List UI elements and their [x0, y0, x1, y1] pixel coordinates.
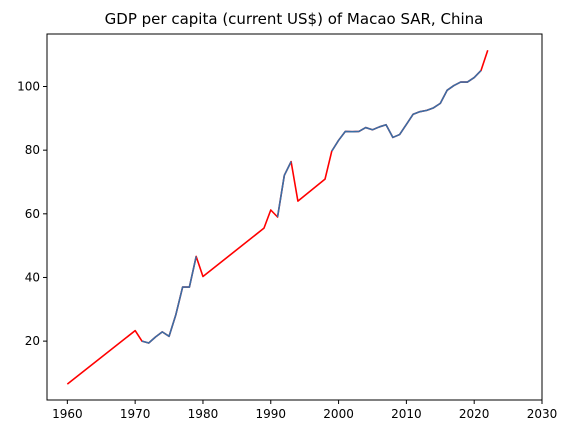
y-tick-label: 80 [25, 143, 40, 157]
y-tick-label: 40 [25, 270, 40, 284]
x-tick-label: 2000 [323, 407, 354, 421]
series-layer [66, 49, 489, 385]
plot-frame [46, 33, 543, 401]
x-tick-label: 2010 [391, 407, 422, 421]
series-line-3 [331, 70, 482, 152]
x-tick-label: 1960 [52, 407, 83, 421]
x-tick-label: 2030 [527, 407, 558, 421]
series-line-1 [141, 256, 197, 344]
x-tick-label: 2020 [459, 407, 490, 421]
y-tick-label: 60 [25, 207, 40, 221]
x-axis-ticks: 1960 1970 1980 1990 2000 2010 2020 2030 [52, 400, 557, 421]
chart-title: GDP per capita (current US$) of Macao SA… [105, 10, 484, 28]
series-line-0 [66, 49, 489, 385]
y-tick-label: 100 [17, 80, 40, 94]
y-axis-ticks: 20 40 60 80 100 [17, 80, 47, 348]
x-tick-label: 1980 [188, 407, 219, 421]
y-tick-label: 20 [25, 334, 40, 348]
series-line-2 [276, 161, 292, 218]
x-tick-label: 1990 [255, 407, 286, 421]
x-tick-label: 1970 [120, 407, 151, 421]
